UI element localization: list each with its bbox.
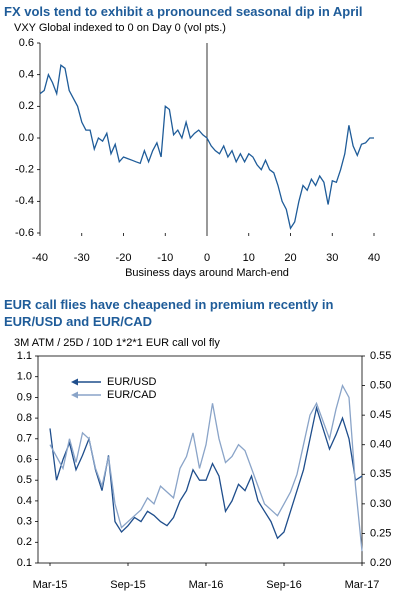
y2-tick-label: 0.25	[370, 527, 391, 539]
chart-subtitle: 3M ATM / 25D / 10D 1*2*1 EUR call vol fl…	[14, 337, 220, 349]
y-tick-label: 0.4	[19, 69, 34, 81]
plot-frame	[37, 355, 363, 564]
chart-title: EUR call flies have cheapened in premium…	[4, 297, 334, 329]
x-tick-label: -30	[74, 252, 90, 264]
y-tick-label: 0.6	[19, 37, 34, 49]
y2-tick-label: 0.30	[370, 498, 391, 510]
x-tick-label: 30	[326, 252, 338, 264]
x-tick-label: Sep-16	[266, 579, 301, 591]
x-tick-label: 0	[204, 252, 210, 264]
legend-arrow	[71, 391, 78, 399]
series-line	[49, 405, 363, 540]
x-tick-label: -40	[32, 252, 48, 264]
y-tick-label: 0.9	[17, 391, 32, 403]
y-tick-label: 1.1	[17, 350, 32, 362]
chart-title: FX vols tend to exhibit a pronounced sea…	[4, 4, 363, 19]
y-tick-label: 0.2	[19, 100, 34, 112]
x-tick-label: Mar-15	[33, 579, 68, 591]
x-tick-label: -20	[116, 252, 132, 264]
legend-arrow	[71, 378, 78, 386]
x-tick-label: Sep-15	[110, 579, 145, 591]
y-tick-label: 0.8	[17, 412, 32, 424]
y-tick-label: 0.5	[17, 474, 32, 486]
y-tick-label: 0.2	[17, 536, 32, 548]
x-axis-label: Business days around March-end	[125, 267, 289, 279]
y2-tick-label: 0.40	[370, 439, 391, 451]
x-tick-label: 20	[284, 252, 296, 264]
y-tick-label: 0.7	[17, 433, 32, 445]
y-tick-label: -0.2	[15, 164, 34, 176]
chart-subtitle: VXY Global indexed to 0 on Day 0 (vol pt…	[14, 22, 226, 34]
x-tick-label: -10	[157, 252, 173, 264]
series-line	[39, 64, 374, 230]
legend-label: EUR/USD	[107, 376, 157, 388]
y-tick-label: 1.0	[17, 371, 32, 383]
y2-tick-label: 0.45	[370, 409, 391, 421]
y-tick-label: 0.0	[19, 132, 34, 144]
y-tick-label: 0.4	[17, 495, 32, 507]
y-tick-label: 0.3	[17, 516, 32, 528]
x-tick-label: Mar-16	[189, 579, 224, 591]
y-tick-label: 0.1	[17, 557, 32, 569]
y-tick-label: -0.6	[15, 227, 34, 239]
legend-label: EUR/CAD	[107, 389, 157, 401]
x-tick-label: Mar-17	[345, 579, 380, 591]
x-tick-label: 10	[243, 252, 255, 264]
x-tick-label: 40	[368, 252, 380, 264]
y2-tick-label: 0.50	[370, 379, 391, 391]
series-line	[49, 383, 363, 552]
y-tick-label: -0.4	[15, 195, 34, 207]
y2-tick-label: 0.35	[370, 468, 391, 480]
y2-tick-label: 0.20	[370, 557, 391, 569]
y2-tick-label: 0.55	[370, 350, 391, 362]
y-tick-label: 0.6	[17, 453, 32, 465]
